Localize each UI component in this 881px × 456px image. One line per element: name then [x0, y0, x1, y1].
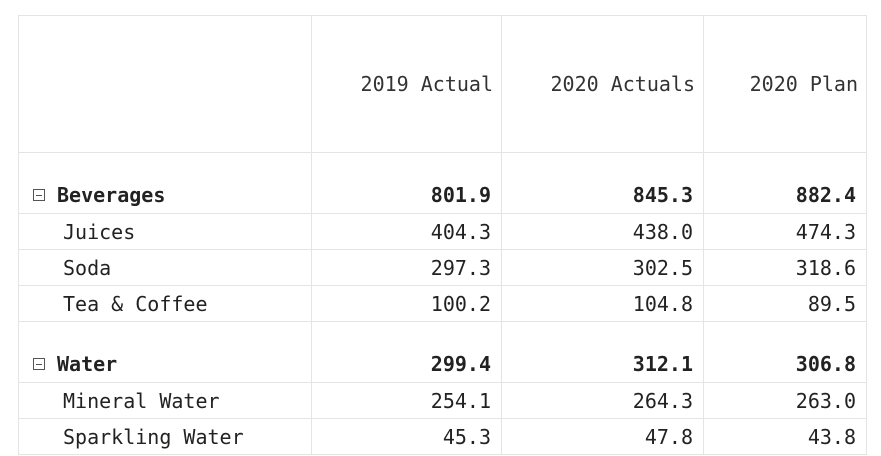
row-label: Soda — [18, 249, 312, 286]
header-row: 2019 Actual 2020 Actuals 2020 Plan — [18, 15, 867, 153]
cell-2019-actual: 100.2 — [311, 285, 502, 322]
group-total-2019-actual: 299.4 — [311, 321, 502, 383]
cell-2020-actuals: 302.5 — [501, 249, 704, 286]
collapse-minus-icon[interactable] — [33, 358, 45, 370]
group-total-2020-plan: 306.8 — [703, 321, 867, 383]
table-row: Tea & Coffee 100.2 104.8 89.5 — [18, 285, 867, 322]
column-header-2019-actual[interactable]: 2019 Actual — [311, 15, 502, 153]
column-header-2020-actuals[interactable]: 2020 Actuals — [501, 15, 704, 153]
corner-cell — [18, 15, 312, 153]
row-label: Juices — [18, 213, 312, 250]
row-label: Tea & Coffee — [18, 285, 312, 322]
cell-2019-actual: 297.3 — [311, 249, 502, 286]
table-row: Sparkling Water 45.3 47.8 43.8 — [18, 418, 867, 455]
group-label-cell: Beverages — [18, 152, 312, 214]
cell-2020-actuals: 264.3 — [501, 382, 704, 419]
row-label: Sparkling Water — [18, 418, 312, 455]
cell-2020-plan: 474.3 — [703, 213, 867, 250]
column-header-2020-plan[interactable]: 2020 Plan — [703, 15, 867, 153]
table-row: Juices 404.3 438.0 474.3 — [18, 213, 867, 250]
cell-2020-actuals: 438.0 — [501, 213, 704, 250]
cell-2020-actuals: 47.8 — [501, 418, 704, 455]
group-total-2020-plan: 882.4 — [703, 152, 867, 214]
group-row-beverages: Beverages 801.9 845.3 882.4 — [18, 152, 867, 214]
group-total-2020-actuals: 845.3 — [501, 152, 704, 214]
group-row-water: Water 299.4 312.1 306.8 — [18, 321, 867, 383]
cell-2020-actuals: 104.8 — [501, 285, 704, 322]
group-label-cell: Water — [18, 321, 312, 383]
cell-2019-actual: 254.1 — [311, 382, 502, 419]
cell-2020-plan: 89.5 — [703, 285, 867, 322]
table-row: Mineral Water 254.1 264.3 263.0 — [18, 382, 867, 419]
row-label: Mineral Water — [18, 382, 312, 419]
cell-2019-actual: 404.3 — [311, 213, 502, 250]
pivot-table: 2019 Actual 2020 Actuals 2020 Plan Bever… — [18, 15, 867, 455]
cell-2020-plan: 318.6 — [703, 249, 867, 286]
collapse-minus-icon[interactable] — [33, 189, 45, 201]
cell-2020-plan: 43.8 — [703, 418, 867, 455]
table-row: Soda 297.3 302.5 318.6 — [18, 249, 867, 286]
group-total-2019-actual: 801.9 — [311, 152, 502, 214]
cell-2019-actual: 45.3 — [311, 418, 502, 455]
cell-2020-plan: 263.0 — [703, 382, 867, 419]
group-label: Water — [57, 352, 118, 376]
group-label: Beverages — [57, 183, 166, 207]
group-total-2020-actuals: 312.1 — [501, 321, 704, 383]
